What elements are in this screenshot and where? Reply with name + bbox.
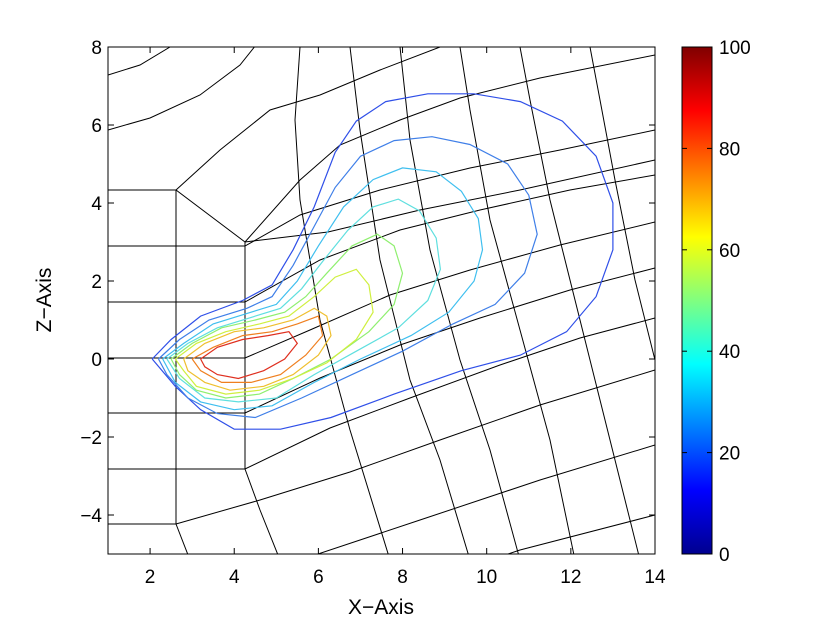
colorbar-gradient xyxy=(681,46,713,555)
y-tick-label: −2 xyxy=(80,428,102,449)
contour-level-88 xyxy=(200,331,299,380)
colorbar-ticks: 0 20 40 60 80 100 xyxy=(682,38,751,566)
colorbar-tick-label: 100 xyxy=(719,38,751,59)
contour-lines xyxy=(151,93,614,430)
y-tick-label: −4 xyxy=(80,506,102,527)
mesh-grid xyxy=(108,47,655,554)
x-axis-label: X−Axis xyxy=(348,596,414,619)
colorbar-tick-label: 0 xyxy=(719,545,730,566)
colorbar: 0 20 40 60 80 100 xyxy=(681,38,751,566)
x-tick-label: 4 xyxy=(229,567,240,588)
axes-frame xyxy=(107,46,656,555)
contour-level-17 xyxy=(151,93,614,430)
colorbar-tick-label: 20 xyxy=(719,444,740,465)
colorbar-tick-label: 40 xyxy=(719,342,740,363)
x-axis-ticks: 2 4 6 8 10 12 14 xyxy=(145,47,666,588)
mesh-line xyxy=(108,47,171,76)
mesh-line xyxy=(244,54,655,243)
mesh-line xyxy=(459,47,575,554)
mesh-line xyxy=(506,514,655,554)
contour-level-77 xyxy=(191,315,324,383)
plot-area xyxy=(108,47,655,554)
x-tick-label: 8 xyxy=(397,567,408,588)
mesh-line xyxy=(175,47,441,191)
mesh-line xyxy=(589,47,655,361)
x-tick-label: 12 xyxy=(560,567,581,588)
x-tick-label: 10 xyxy=(476,567,497,588)
contour-level-30 xyxy=(162,167,484,411)
y-axis-label: Z−Axis xyxy=(33,268,56,333)
mesh-line xyxy=(519,47,640,554)
contour-level-37 xyxy=(166,198,442,403)
contour-level-23 xyxy=(157,136,538,419)
mesh-line xyxy=(316,444,655,554)
mesh-line xyxy=(399,47,519,554)
y-tick-label: 0 xyxy=(91,350,102,371)
mesh-line xyxy=(108,47,256,131)
mesh-line xyxy=(175,523,189,554)
x-tick-label: 2 xyxy=(145,567,156,588)
x-tick-label: 14 xyxy=(644,567,666,588)
y-tick-label: 4 xyxy=(91,194,102,215)
mesh-line xyxy=(349,47,469,554)
mesh-line xyxy=(244,468,279,554)
colorbar-tick-label: 60 xyxy=(719,241,740,262)
contour-level-57 xyxy=(174,268,374,395)
contour-level-67 xyxy=(183,307,332,391)
y-axis-ticks: −4 −2 0 2 4 6 8 xyxy=(80,38,655,527)
y-tick-label: 8 xyxy=(91,38,102,59)
y-tick-label: 2 xyxy=(91,272,102,293)
contour-level-47 xyxy=(170,233,404,399)
y-tick-label: 6 xyxy=(91,116,102,137)
x-tick-label: 6 xyxy=(313,567,324,588)
colorbar-tick-label: 80 xyxy=(719,139,740,160)
